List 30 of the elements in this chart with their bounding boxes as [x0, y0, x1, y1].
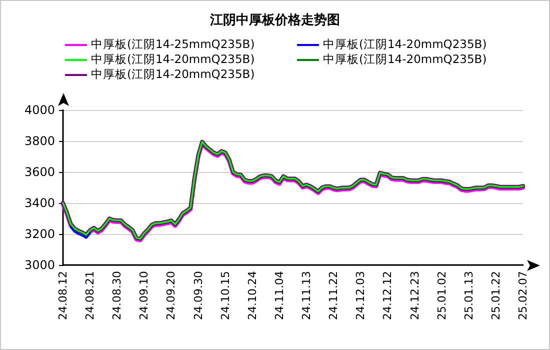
x-tick-label: 24.11.04: [272, 271, 286, 320]
legend-label: 中厚板(江阴14-25mmQ235B): [91, 37, 255, 51]
x-tick-label: 24.10.24: [246, 271, 259, 320]
legend-label: 中厚板(江阴14-20mmQ235B): [91, 52, 255, 66]
x-tick-label: 24.09.20: [164, 271, 178, 320]
legend-label: 中厚板(江阴14-20mmQ235B): [323, 52, 487, 66]
x-tick-label: 24.12.23: [408, 271, 422, 320]
x-tick-label: 25.01.22: [489, 271, 502, 320]
x-tick-label: 24.12.03: [354, 271, 368, 320]
y-tick-label: 3400: [24, 196, 55, 210]
x-tick-label: 24.11.13: [300, 271, 314, 320]
y-tick-label: 3600: [24, 165, 55, 179]
y-tick-label: 3200: [24, 227, 55, 241]
y-tick-label: 4000: [24, 103, 55, 117]
x-tick-label: 24.09.10: [138, 271, 151, 320]
y-tick-label: 3800: [24, 134, 55, 148]
chart-title: 江阴中厚板价格走势图: [209, 12, 340, 28]
x-tick-label: 24.09.30: [192, 271, 205, 320]
x-tick-label: 25.01.02: [435, 271, 448, 320]
y-tick-label: 3000: [24, 258, 55, 272]
x-tick-label: 25.02.07: [516, 271, 530, 320]
x-tick-label: 24.08.12: [56, 271, 70, 320]
x-tick-label: 24.08.21: [84, 271, 97, 320]
x-tick-label: 25.01.13: [462, 271, 476, 320]
x-tick-label: 24.08.30: [110, 271, 124, 320]
x-tick-label: 24.12.12: [381, 271, 394, 320]
x-tick-label: 24.10.15: [218, 271, 232, 320]
x-tick-label: 24.11.22: [327, 271, 340, 320]
legend-label: 中厚板(江阴14-20mmQ235B): [91, 67, 255, 81]
legend-label: 中厚板(江阴14-20mmQ235B): [323, 37, 487, 51]
